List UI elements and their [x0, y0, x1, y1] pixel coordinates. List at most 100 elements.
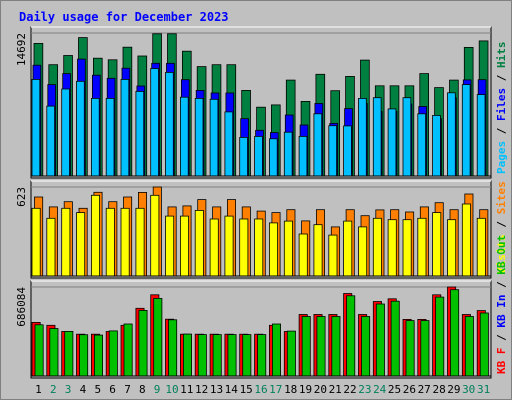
day-bar-group [268, 104, 281, 177]
bar-kb-out [420, 320, 430, 377]
bar-kb-out [375, 303, 385, 377]
day-bar-group [461, 47, 474, 177]
bar-visits [165, 215, 175, 277]
panel-axis-max-label: 623 [15, 187, 28, 207]
legend-part: / [495, 121, 508, 141]
bar-visits [120, 207, 130, 277]
bar-pages [254, 135, 263, 177]
day-bar-group [298, 101, 311, 177]
day-bar-group [105, 201, 118, 277]
day-bar-group [165, 206, 177, 277]
legend-part: Hits [495, 42, 508, 69]
legend-part: / [495, 328, 508, 348]
day-bar-group [254, 333, 267, 377]
day-bar-group [358, 314, 371, 377]
day-bar-group [283, 330, 296, 377]
bar-kb-out [168, 319, 178, 377]
day-bar-group [120, 196, 133, 277]
day-bar-group [224, 64, 237, 177]
bar-visits [313, 224, 323, 277]
bar-kb-out [212, 334, 222, 377]
bar-kb-out [79, 334, 89, 377]
day-bar-group [372, 85, 385, 177]
x-tick-label: 21 [329, 383, 342, 396]
bar-pages [268, 138, 278, 177]
day-bar-group [372, 209, 385, 277]
x-tick-label: 26 [403, 383, 416, 396]
panel-sites-visits: 623 Visits / Sites [15, 180, 508, 279]
bar-pages [387, 108, 397, 177]
day-bar-group [254, 210, 266, 277]
x-tick-label: 30 [462, 383, 475, 396]
day-bar-group [135, 307, 148, 377]
bar-visits [476, 217, 486, 277]
day-bar-group [432, 202, 444, 277]
day-bar-group [120, 323, 133, 377]
day-bar-group [461, 314, 474, 377]
day-bar-group [76, 37, 88, 177]
legend-part: KB F [495, 348, 508, 375]
x-tick-label: 17 [269, 383, 282, 396]
day-bar-group [179, 50, 192, 177]
day-bar-group [91, 191, 103, 277]
legend-part: / [495, 214, 508, 234]
day-bar-group [165, 318, 178, 377]
bar-pages [194, 98, 204, 177]
bar-kb-out [257, 334, 267, 377]
day-bar-group [328, 90, 340, 177]
bar-visits [447, 219, 457, 277]
x-tick-label: 3 [65, 383, 72, 396]
bar-visits [105, 207, 115, 277]
day-bar-group [91, 57, 103, 177]
day-bar-group [328, 314, 341, 377]
legend-part: Pages [495, 141, 508, 174]
bar-kb-out [153, 297, 163, 377]
day-bar-group [150, 186, 162, 277]
bar-pages [328, 125, 337, 177]
bar-pages [239, 136, 248, 177]
day-bar-group [387, 209, 400, 277]
day-bar-group [165, 33, 177, 177]
day-bar-group [476, 40, 489, 177]
day-bar-group [283, 79, 296, 177]
panel-legend-label: Visits / Sites [495, 181, 508, 274]
day-bar-group [417, 318, 430, 377]
day-bar-group [31, 321, 44, 377]
panel-axis-max-label: 14692 [15, 33, 28, 66]
day-bar-group [417, 73, 429, 177]
x-tick-label: 19 [299, 383, 312, 396]
bar-visits [461, 203, 471, 277]
day-bar-group [150, 33, 162, 177]
day-bar-group [461, 193, 474, 277]
x-tick-label: 28 [432, 383, 445, 396]
bar-kb-out [479, 312, 489, 377]
x-tick-label: 13 [210, 383, 223, 396]
day-bar-group [46, 64, 58, 177]
bar-visits [209, 218, 219, 277]
bar-visits [254, 218, 264, 277]
bar-kb-out [331, 316, 341, 377]
bar-pages [402, 97, 412, 177]
bar-kb-out [123, 323, 133, 377]
day-bar-group [387, 298, 400, 377]
bar-visits [358, 226, 368, 277]
legend-part: Sites [495, 181, 508, 214]
day-bar-group [239, 333, 252, 377]
day-bar-group [105, 330, 118, 377]
bar-pages [447, 92, 456, 177]
bar-visits [387, 219, 397, 277]
bar-pages [343, 125, 352, 177]
x-tick-label: 1 [35, 383, 42, 396]
bar-pages [461, 84, 471, 177]
day-bar-group [120, 46, 133, 177]
day-bar-group [358, 59, 370, 177]
day-bar-group [254, 106, 266, 177]
x-tick-label: 10 [165, 383, 178, 396]
bar-visits [402, 219, 412, 277]
day-bar-group [447, 209, 459, 277]
bar-pages [432, 115, 441, 177]
bar-visits [76, 212, 86, 277]
day-bar-group [179, 205, 192, 277]
day-bar-group [432, 87, 444, 177]
